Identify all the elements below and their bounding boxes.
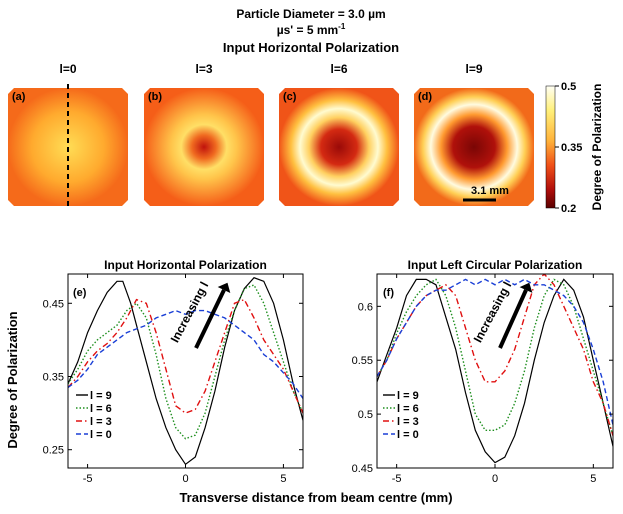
series-line-l-0 [68, 309, 303, 399]
x-tick-label: 5 [590, 473, 596, 485]
increasing-arrow [498, 289, 528, 349]
x-tick-label: 0 [492, 473, 498, 485]
legend-label: l = 3 [90, 416, 112, 428]
legend-label: l = 6 [397, 403, 419, 415]
chart-f-legend: l = 9l = 6l = 3l = 0 [383, 390, 419, 441]
series-line-l-9 [377, 278, 613, 464]
panel-b-tag: (b) [148, 91, 162, 103]
y-tick-label: 0.55 [352, 355, 373, 367]
y-tick-label: 0.6 [358, 301, 373, 313]
legend-label: l = 0 [397, 429, 419, 441]
y-tick-label: 0.5 [358, 409, 373, 421]
y-axis-label: Degree of Polarization [5, 311, 20, 448]
header-line-3: Input Horizontal Polarization [223, 40, 399, 55]
increasing-arrowhead [217, 282, 231, 294]
colorbar-ticks: 0.5 0.35 0.2 [555, 81, 582, 215]
chart-f-title: Input Left Circular Polarization [408, 258, 583, 272]
header-line-2-sup: -1 [338, 22, 346, 31]
chart-f-lines [377, 274, 613, 464]
colorbar: 0.5 0.35 0.2 Degree of Polarization [545, 81, 604, 215]
series-line-l-6 [68, 284, 303, 440]
y-tick-label: 0.35 [43, 371, 64, 383]
chart-e-tag: (e) [73, 287, 87, 299]
image-panel-c: l=6 (c) [279, 62, 399, 207]
panel-b-label: l=3 [195, 62, 212, 76]
x-tick-label: 5 [280, 473, 286, 485]
y-tick-label: 0.45 [352, 463, 373, 475]
colorbar-tick-label: 0.35 [561, 142, 582, 154]
legend-label: l = 3 [397, 416, 419, 428]
panel-c-tag: (c) [283, 91, 297, 103]
increasing-label: Increasing l [168, 279, 212, 344]
panel-b-intensity-map [144, 88, 264, 206]
y-tick-label: 0.25 [43, 445, 64, 457]
image-panel-a: l=0 (a) [8, 62, 128, 207]
increasing-arrow [194, 289, 226, 349]
scalebar-label: 3.1 mm [471, 185, 509, 197]
chart-e-legend: l = 9l = 6l = 3l = 0 [76, 390, 112, 441]
image-panel-b: l=3 (b) [144, 62, 264, 207]
chart-panel-e: Input Horizontal Polarization -5 0 5 0.25 0.3… [43, 258, 304, 485]
colorbar-tick-label: 0.2 [561, 203, 576, 215]
x-tick-label: 0 [182, 473, 188, 485]
chart-e-lines [68, 276, 303, 466]
y-tick-label: 0.45 [43, 298, 64, 310]
chart-f-tag: (f) [383, 287, 394, 299]
panel-d-label: l=9 [465, 62, 482, 76]
series-line-l-3 [377, 274, 613, 436]
x-tick-label: -5 [83, 473, 93, 485]
panel-c-intensity-map [279, 88, 399, 206]
panel-c-label: l=6 [330, 62, 347, 76]
increasing-arrowhead [519, 282, 533, 293]
panel-d-intensity-map [414, 88, 534, 206]
legend-label: l = 0 [90, 429, 112, 441]
colorbar-tick-label: 0.5 [561, 81, 576, 93]
legend-label: l = 9 [397, 390, 419, 402]
chart-panel-f: Input Left Circular Polarization -5 0 5 0.45… [352, 258, 614, 485]
header-line-1: Particle Diameter = 3.0 µm [236, 7, 385, 21]
panel-a-tag: (a) [12, 91, 26, 103]
colorbar-title: Degree of Polarization [590, 84, 604, 211]
panel-a-label: l=0 [59, 62, 76, 76]
x-tick-label: -5 [392, 473, 402, 485]
series-line-l-3 [68, 298, 303, 414]
legend-label: l = 6 [90, 403, 112, 415]
chart-e-title: Input Horizontal Polarization [104, 258, 267, 272]
colorbar-gradient [545, 85, 556, 209]
panel-d-tag: (d) [418, 91, 432, 103]
image-panel-d: l=9 (d) 3.1 mm [414, 62, 534, 207]
series-line-l-9 [68, 276, 303, 466]
header-line-2-main: µs' = 5 mm [277, 23, 338, 37]
legend-label: l = 9 [90, 390, 112, 402]
header-line-2: µs' = 5 mm-1 [277, 22, 346, 37]
x-axis-label: Transverse distance from beam centre (mm… [179, 490, 452, 505]
series-line-l-0 [377, 278, 613, 426]
